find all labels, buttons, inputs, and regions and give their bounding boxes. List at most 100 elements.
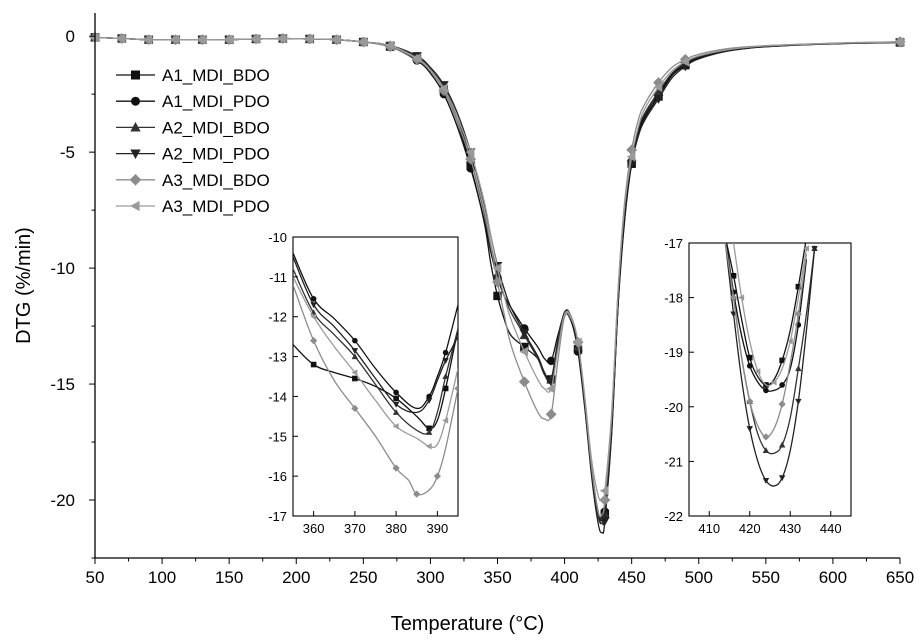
inset-data-point [730,272,737,279]
data-point [599,485,609,496]
legend-marker [130,122,141,132]
inset-data-point [425,443,432,450]
inset-data-point [795,365,802,372]
inset-data-point [310,313,317,320]
inset-data-point [393,389,399,396]
x-tick-label: 50 [86,568,105,587]
inset-data-point [442,373,449,380]
inset-x-tick-label: 440 [820,521,842,536]
inset-data-point [433,472,442,480]
inset-data-point [442,358,449,364]
legend-item: A1_MDI_PDO [116,92,270,111]
x-tick-label: 200 [282,568,310,587]
inset-y-tick-label: -22 [664,509,683,524]
x-axis-title: Temperature (°C) [391,613,545,635]
inset-data-point [351,353,359,360]
legend-marker [130,200,140,212]
inset-series-line [724,243,816,487]
x-tick-label: 350 [483,568,511,587]
legend-label: A3_MDI_BDO [162,171,270,190]
data-point [224,34,233,45]
inset-data-point [425,397,433,404]
legend-marker [129,173,142,186]
inset-data-point [811,245,818,252]
inset-data-point [778,475,786,482]
data-point [331,34,341,45]
y-tick-label: -10 [50,259,75,278]
data-point [358,37,368,47]
legend-label: A2_MDI_PDO [162,145,270,164]
data-point [492,263,502,273]
inset-data-point [392,423,399,430]
inset-x-tick-label: 390 [427,521,449,536]
x-tick-label: 400 [550,568,578,587]
data-point [411,53,421,64]
inset-data-point [795,398,802,405]
inset-y-tick-label: -18 [664,291,683,306]
inset-data-point [729,293,738,302]
main-plot: 50 100 150 200 250 300 350 400 450 500 550 600 650 0 -… [13,13,914,635]
inset-frame [688,242,852,517]
inset-data-point [738,294,745,301]
data-point [304,34,314,44]
y-tick-label: 0 [66,27,75,46]
inset-data-point [392,401,400,408]
inset-data-point [770,379,777,386]
inset-series-a2-mdi-pdo [293,256,458,414]
inset-x-tick-label: 420 [739,521,761,536]
data-point [465,147,475,157]
inset-y-tick-label: -14 [268,389,287,404]
x-tick-label: 500 [685,568,713,587]
inset-data-point [786,338,793,345]
data-point [653,86,664,96]
legend-item: A1_MDI_BDO [116,66,270,85]
inset-data-point [779,357,785,364]
inset-data-point [310,295,317,302]
y-tick-label: -20 [50,491,75,510]
data-point [680,56,690,67]
data-point [653,95,664,104]
inset-data-point [352,337,358,344]
legend-label: A2_MDI_BDO [162,118,270,137]
legend-item: A3_MDI_PDO [116,197,270,216]
legend-label: A1_MDI_PDO [162,92,270,111]
inset-data-point [778,400,786,408]
inset-data-point [763,387,769,394]
legend-item: A3_MDI_BDO [116,171,270,190]
legend: A1_MDI_BDO A1_MDI_PDO A2_MDI_BDO A2_MDI_PDO… [116,66,270,216]
inset-data-point [454,384,458,393]
data-point [518,376,530,388]
x-tick-label: 250 [349,568,377,587]
data-point [599,494,611,506]
inset-series-a3-mdi-bdo [293,284,458,498]
inset-y-tick-label: -13 [268,350,287,365]
inset-data-point [754,368,761,375]
inset-data-point [762,433,770,441]
data-point [600,517,610,526]
data-point [519,346,529,357]
data-point [170,34,180,45]
x-tick-label: 300 [416,568,444,587]
inset-data-point [778,441,786,448]
inset-data-point [442,417,449,424]
legend-marker [131,96,140,106]
data-point [519,329,530,339]
data-point [653,82,663,93]
inset-frame [292,236,459,517]
inset-series-a3-mdi-pdo [293,276,458,450]
x-axis-title-unit: (°C) [509,613,545,635]
inset-y-tick-label: -11 [269,270,287,285]
legend-item: A2_MDI_PDO [116,145,270,164]
legend-marker [131,70,140,80]
inset-series-a3-mdi-pdo [732,243,809,387]
inset-data-point [351,369,358,376]
inset-left: 360 370 380 390 -10 -11 -12 -13 -14 -15 -16 -17 [268,230,459,536]
data-point [438,83,448,94]
legend-label: A3_MDI_PDO [162,197,270,216]
inset-y-tick-label: -20 [664,400,683,415]
inset-data-point [442,385,449,392]
inset-data-point [762,477,770,484]
inset-x-tick-label: 360 [303,521,325,536]
